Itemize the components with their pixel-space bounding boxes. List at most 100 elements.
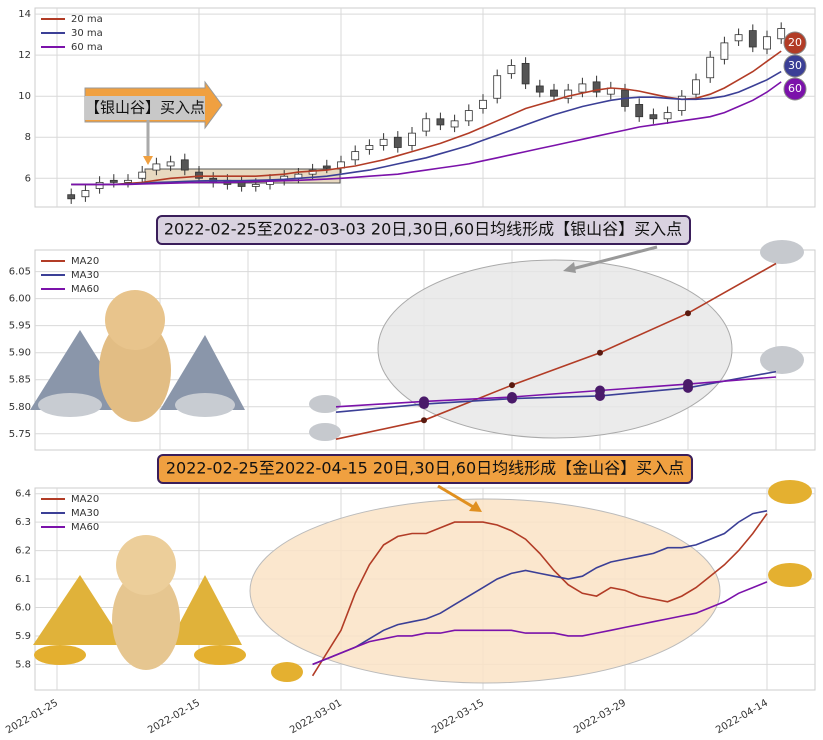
candle-body: [109, 179, 118, 183]
title-box: [157, 454, 693, 484]
x-tick-label: 2022-03-15: [430, 698, 486, 737]
y-tick-label: 6.1: [15, 574, 31, 585]
candle-body: [777, 28, 786, 40]
ingot: [194, 645, 246, 665]
ingot: [768, 480, 812, 504]
annotation-box: [85, 96, 205, 120]
candle-body: [763, 36, 771, 50]
candle-body: [365, 145, 374, 150]
legend-label: MA30: [71, 270, 99, 281]
candle-body: [564, 89, 573, 99]
legend-label: MA60: [71, 522, 99, 533]
candle-body: [195, 171, 203, 179]
y-tick-label: 6.0: [15, 602, 31, 613]
ma-line: [335, 376, 777, 408]
ma-line: [71, 81, 782, 186]
x-tick-label: 2022-02-15: [146, 698, 202, 737]
ingot: [760, 240, 804, 264]
candle-body: [450, 120, 459, 128]
candle-body: [351, 151, 360, 161]
series-badge-label: 20: [788, 36, 802, 49]
ingot: [760, 346, 804, 374]
dog-head: [105, 290, 165, 350]
series-badge: [783, 77, 807, 101]
decorations: [30, 80, 812, 684]
dog: [112, 570, 180, 670]
candle-body: [322, 165, 331, 169]
pointer-arrow: [567, 245, 658, 272]
pyramid: [168, 575, 242, 645]
annotation: 【银山谷】买入点: [85, 99, 205, 117]
ma-line: [311, 513, 768, 677]
legend-label: MA60: [71, 284, 99, 295]
title-box: [156, 215, 691, 245]
x-tick-label: 2022-03-01: [288, 698, 344, 737]
candle-body: [152, 163, 161, 171]
chart-title: 2022-02-25至2022-03-03 20日,30日,60日均线形成【银山…: [164, 220, 682, 239]
pointer-head: [563, 262, 576, 273]
point-marker: [419, 396, 429, 407]
x-tick-label: 2022-03-29: [572, 698, 628, 737]
candle-body: [464, 110, 473, 122]
y-tick-label: 8: [25, 132, 31, 143]
pointer-arrow: [437, 484, 476, 510]
ma-line: [335, 370, 777, 413]
point-marker: [507, 392, 517, 403]
ingot: [34, 645, 86, 665]
candle-body: [535, 85, 544, 93]
legend-label: MA30: [71, 508, 99, 519]
point-marker: [597, 349, 603, 356]
ingot: [38, 393, 102, 417]
y-tick-label: 5.80: [9, 402, 31, 413]
candle-body: [692, 79, 700, 95]
y-tick-label: 5.9: [15, 631, 31, 642]
y-tick-label: 6.2: [15, 546, 31, 557]
chart-title: 2022-02-25至2022-04-15 20日,30日,60日均线形成【金山…: [166, 459, 684, 478]
y-tick-label: 6.00: [9, 294, 31, 305]
ingot: [309, 395, 341, 413]
candle-body: [180, 159, 189, 171]
x-tick-label: 2022-04-14: [714, 698, 770, 737]
y-tick-label: 5.8: [15, 659, 31, 670]
candle-body: [507, 65, 516, 75]
candle-body: [592, 81, 601, 93]
candle-body: [237, 181, 246, 187]
candle-body: [734, 34, 743, 42]
y-tick-label: 12: [18, 50, 31, 61]
point-marker: [509, 382, 515, 389]
highlight-ellipse: [377, 259, 733, 439]
ma-line: [312, 581, 768, 666]
y-tick-label: 10: [18, 91, 31, 102]
mountain: [160, 335, 245, 410]
candle-body: [408, 132, 416, 146]
candle-body: [393, 136, 402, 148]
candle-body: [251, 184, 260, 187]
candle-body: [550, 89, 558, 97]
series-badge: [783, 31, 807, 55]
candle-body: [67, 194, 76, 200]
candle-body: [479, 99, 487, 109]
point-marker: [685, 310, 691, 317]
point-marker: [595, 385, 605, 396]
series-badge-label: 30: [788, 59, 802, 72]
candle-body: [124, 179, 132, 183]
legend-label: MA20: [71, 494, 99, 505]
ingot: [309, 423, 341, 441]
point-marker: [683, 379, 693, 390]
ma-line: [335, 262, 777, 440]
y-tick-label: 5.85: [9, 375, 31, 386]
y-tick-label: 6.4: [15, 489, 31, 500]
y-tick-label: 6.05: [9, 267, 31, 278]
highlight-ellipse: [249, 498, 721, 684]
ingot: [271, 662, 303, 682]
candle-body: [81, 190, 90, 198]
pointer-head: [469, 501, 482, 512]
point-marker: [421, 417, 427, 424]
y-tick-label: 6.3: [15, 517, 31, 528]
candle-body: [748, 30, 757, 48]
candle-body: [635, 104, 644, 118]
ingot: [768, 563, 812, 587]
candle-body: [422, 118, 431, 132]
candle-body: [677, 95, 686, 111]
